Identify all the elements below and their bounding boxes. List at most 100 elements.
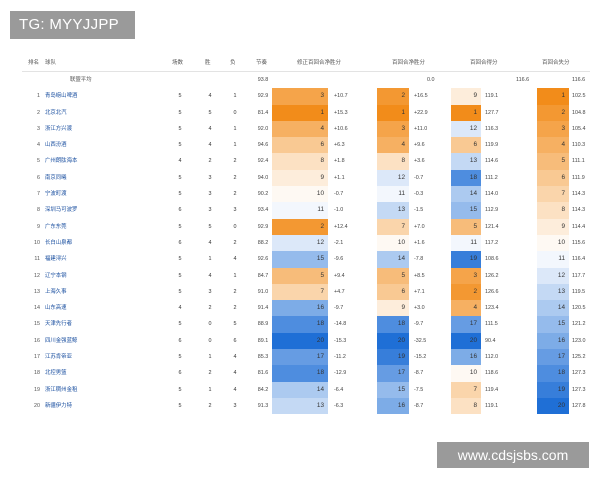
row-wins: 0 [208, 321, 212, 328]
row-losses: 2 [233, 288, 237, 295]
row-adj-net-rank-cell: 10 [272, 186, 328, 203]
table-row[interactable]: 7 宁波町渡 5 3 2 90.2 -0.7 -0.3 114.0 114.3 10 11 14 7 [22, 186, 590, 203]
row-games: 4 [178, 158, 182, 165]
rank-number: 3 [320, 92, 324, 100]
table-row[interactable]: 10 长白山泉都 6 4 2 88.2 -2.1 +1.6 117.2 115.6 12 10 11 10 [22, 234, 590, 252]
row-wins: 5 [208, 223, 212, 230]
row-net-value: -8.7 [414, 402, 424, 409]
table-row[interactable]: 14 山东高速 4 2 2 91.4 -9.7 +3.0 123.4 120.5 16 9 4 14 [22, 300, 590, 317]
rank-number: 13 [316, 401, 324, 409]
row-losses: 0 [233, 223, 237, 230]
table-row[interactable]: 6 南京同曦 5 3 2 94.0 +1.1 -0.7 111.2 111.9 9 12 18 6 [22, 169, 590, 187]
row-adj-net-rank-cell: 6 [272, 137, 328, 154]
table-row[interactable]: 13 上海久事 5 3 2 91.0 +4.7 +7.1 126.6 119.5 7 6 2 13 [22, 283, 590, 301]
row-adj-net-value: -6.3 [334, 402, 344, 409]
row-rank: 16 [34, 337, 40, 344]
row-adj-net-rank-cell: 1 [272, 104, 328, 121]
league-average-row[interactable]: 联盟平均 93.8 0.0 116.6 116.6 [22, 72, 590, 88]
header-loss[interactable]: 负 [230, 60, 236, 66]
rank-number: 19 [397, 353, 405, 361]
row-losses: 1 [233, 93, 237, 100]
rank-number: 20 [557, 401, 565, 409]
row-rank: 11 [34, 256, 40, 263]
row-adj-net-value: +10.6 [334, 125, 348, 132]
header-off-rating[interactable]: 百回合得分 [470, 60, 498, 66]
row-def-value: 125.2 [572, 354, 586, 361]
row-wins: 2 [208, 370, 212, 377]
row-off-value: 108.6 [485, 256, 499, 263]
rank-number: 7 [401, 222, 405, 230]
header-team[interactable]: 球队 [45, 60, 57, 66]
row-team-name: 福建浔兴 [45, 256, 67, 263]
row-off-rank-cell: 16 [451, 349, 481, 366]
table-row[interactable]: 5 广州朗肽海本 4 2 2 92.4 +1.8 +3.6 114.6 111.1 8 8 13 5 [22, 153, 590, 170]
table-row[interactable]: 19 浙江稠州金租 5 1 4 84.2 -6.4 -7.5 119.4 127.3 14 15 7 19 [22, 381, 590, 398]
header-pace[interactable]: 节奏 [256, 60, 268, 66]
row-adj-net-value: +4.7 [334, 288, 345, 295]
table-row[interactable]: 11 福建浔兴 5 1 4 92.6 -9.6 -7.8 108.6 116.4 15 14 19 11 [22, 251, 590, 268]
rank-number: 13 [557, 287, 565, 295]
table-row[interactable]: 2 北京北汽 5 5 0 81.4 +15.3 +22.9 127.7 104.8 1 1 1 2 [22, 104, 590, 121]
table-row[interactable]: 9 广东东莞 5 5 0 92.9 +12.4 +7.0 121.4 114.4 2 7 5 9 [22, 218, 590, 235]
header-games[interactable]: 场数 [172, 60, 184, 66]
rank-number: 11 [317, 206, 324, 214]
table-row[interactable]: 3 浙江方兴渡 5 4 1 92.0 +10.6 +11.0 116.3 105.4 4 3 12 3 [22, 120, 590, 138]
row-team-name: 深圳马可波罗 [45, 207, 78, 214]
table-row[interactable]: 4 山西汾酒 5 4 1 94.6 +6.3 +9.6 119.9 110.3 6 4 6 4 [22, 137, 590, 154]
row-losses: 2 [233, 174, 237, 181]
row-off-rank-cell: 19 [451, 251, 481, 268]
row-losses: 4 [233, 370, 237, 377]
row-adj-net-value: -2.1 [334, 239, 344, 246]
table-row[interactable]: 20 新疆伊力特 5 2 3 91.3 -6.3 -8.7 119.1 127.8 13 16 8 20 [22, 397, 590, 415]
table-row[interactable]: 1 青岛崂山啤酒 5 4 1 92.9 +10.7 +16.5 119.1 102.5 3 2 9 1 [22, 88, 590, 105]
rank-number: 16 [397, 401, 405, 409]
table-row[interactable]: 16 四川金强蓝鲸 6 0 6 89.1 -15.3 -32.5 90.4 123.0 20 20 20… [22, 332, 590, 350]
row-losses: 2 [233, 305, 237, 312]
table-row[interactable]: 15 天津先行者 5 0 5 88.9 -14.8 -9.7 111.5 121.2 18 18 17 1… [22, 316, 590, 333]
table-row[interactable]: 18 北控男篮 6 2 4 81.6 -12.9 -8.7 118.6 127.3 18 17 10 18 [22, 365, 590, 382]
rank-number: 5 [320, 271, 324, 279]
table-row[interactable]: 12 辽宁本钢 5 4 1 84.7 +9.4 +8.5 126.2 117.7 5 5 3 12 [22, 267, 590, 284]
row-off-value: 123.4 [485, 305, 499, 312]
row-def-rank-cell: 4 [537, 137, 569, 154]
row-team-name: 南京同曦 [45, 174, 67, 181]
row-adj-net-rank-cell: 4 [272, 120, 328, 138]
rank-number: 13 [469, 157, 477, 165]
header-net-rating[interactable]: 百回合净胜分 [392, 60, 426, 66]
row-losses: 1 [233, 142, 237, 149]
rank-number: 11 [470, 238, 477, 246]
row-games: 5 [178, 256, 182, 263]
row-def-rank-cell: 16 [537, 332, 569, 350]
row-off-rank-cell: 17 [451, 316, 481, 333]
row-rank: 4 [37, 142, 40, 149]
header-def-rating[interactable]: 百回合失分 [542, 60, 570, 66]
row-off-value: 118.6 [485, 370, 499, 377]
league-average-net: 0.0 [427, 77, 435, 83]
row-off-value: 119.1 [485, 402, 499, 409]
row-rank: 3 [37, 125, 40, 132]
row-net-rank-cell: 5 [377, 267, 409, 284]
row-off-value: 116.3 [485, 125, 499, 132]
header-adj-net-rating[interactable]: 修正百回合净胜分 [297, 60, 342, 66]
row-adj-net-rank-cell: 20 [272, 332, 328, 350]
rank-number: 14 [557, 304, 565, 312]
league-average-pace: 93.8 [257, 77, 269, 83]
league-average-off: 116.6 [516, 77, 530, 83]
row-def-value: 114.3 [572, 207, 586, 214]
row-net-value: -0.7 [414, 174, 424, 181]
row-off-rank-cell: 18 [451, 169, 481, 187]
rank-number: 5 [561, 157, 565, 165]
rank-number: 5 [473, 222, 477, 230]
row-off-value: 126.6 [485, 288, 499, 295]
header-win[interactable]: 胜 [205, 60, 211, 66]
rank-number: 20 [397, 336, 405, 344]
rank-number: 7 [320, 287, 324, 295]
rank-number: 18 [397, 320, 405, 328]
header-rank[interactable]: 排名 [28, 60, 40, 66]
table-row[interactable]: 17 江苏肯帝亚 5 1 4 85.3 -11.2 -15.2 112.0 125.2 17 19 16… [22, 349, 590, 366]
rank-number: 4 [561, 141, 565, 149]
row-net-rank-cell: 13 [377, 202, 409, 219]
table-row[interactable]: 8 深圳马可波罗 6 3 3 93.4 -1.0 -1.5 112.9 114.3 11 13 15 8 [22, 202, 590, 219]
row-games: 6 [178, 337, 182, 344]
row-pace: 92.9 [257, 93, 269, 100]
